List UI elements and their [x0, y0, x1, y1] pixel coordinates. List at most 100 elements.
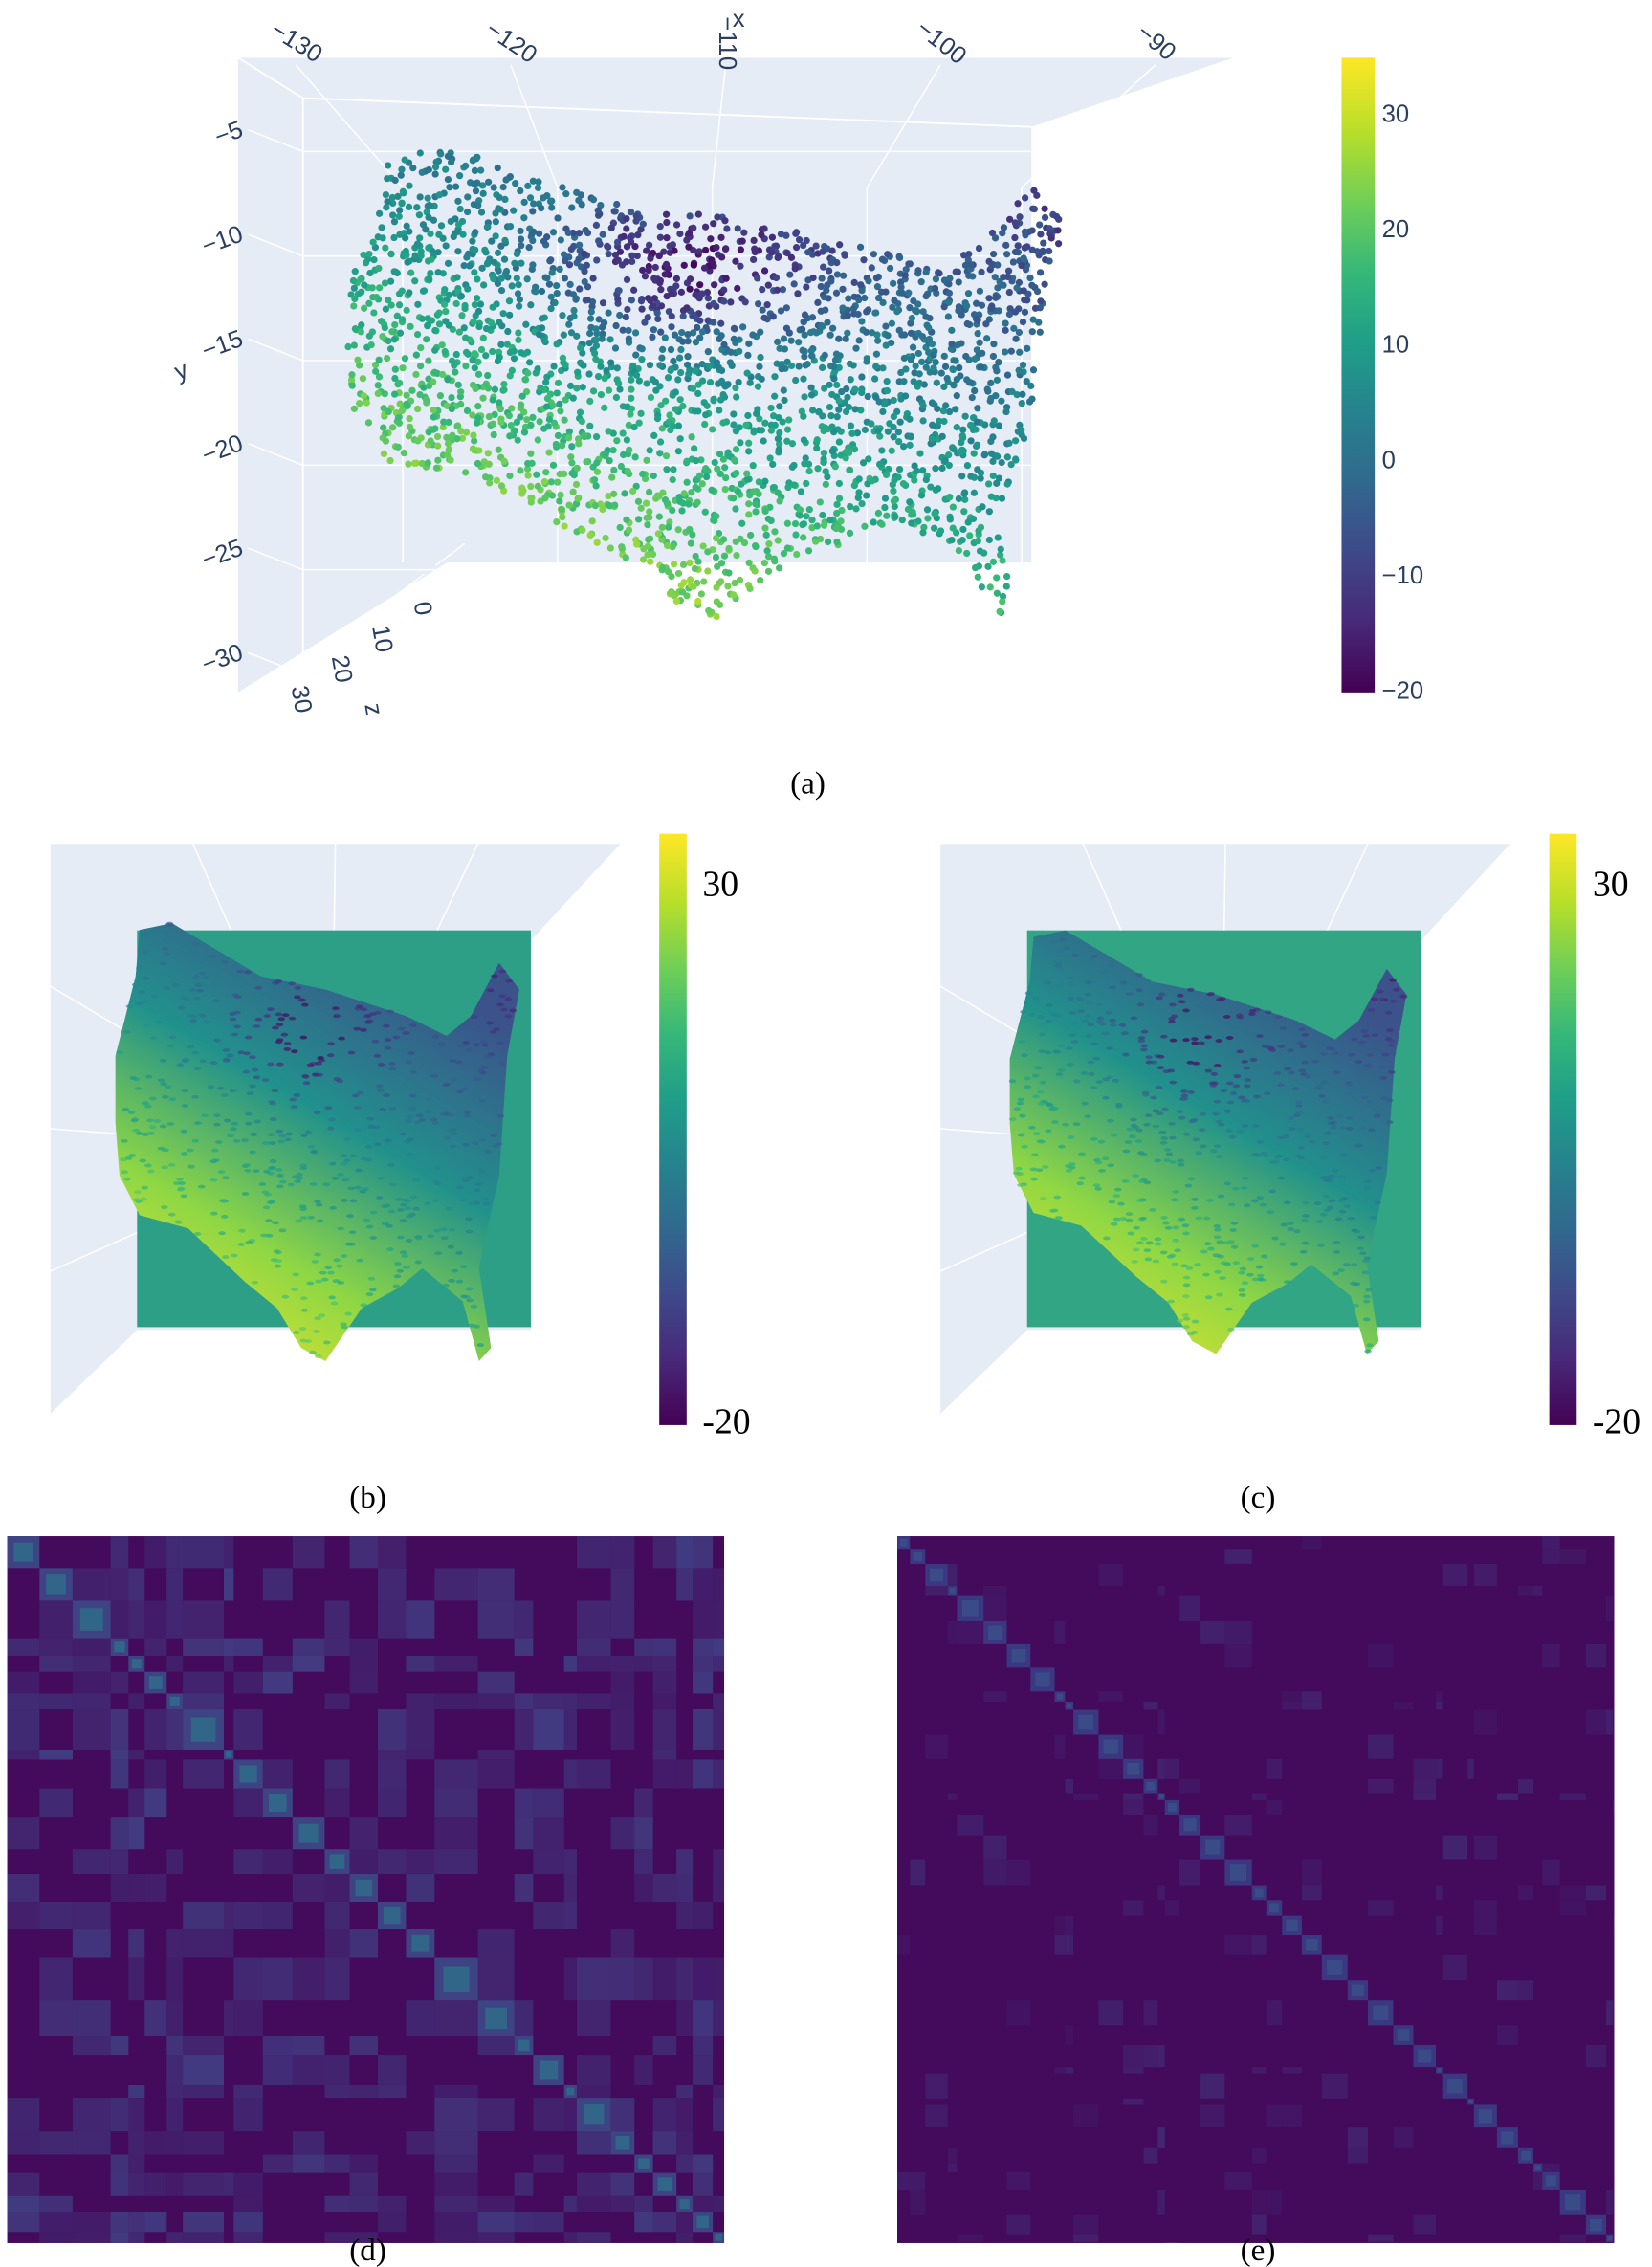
- off-diagonal-block: [1251, 1793, 1267, 1800]
- scatter-point: [881, 495, 890, 502]
- scatter-point: [692, 552, 699, 561]
- off-diagonal-block: [434, 2000, 478, 2036]
- scatter-point: [514, 290, 522, 297]
- surface-bump: [1020, 1009, 1027, 1014]
- surface-bump: [1248, 1012, 1256, 1017]
- surface-bump: [1110, 1023, 1117, 1027]
- scatter-point: [701, 508, 709, 516]
- surface-bump: [416, 1113, 424, 1118]
- scatter-point: [490, 184, 497, 191]
- scatter-point: [818, 423, 826, 430]
- surface-bump: [1152, 1259, 1160, 1264]
- surface-bump: [1301, 1241, 1310, 1245]
- scatter-point: [705, 606, 713, 615]
- surface-bump: [230, 1127, 237, 1132]
- surface-bump: [353, 1026, 362, 1031]
- surface-bump: [1333, 1241, 1341, 1244]
- off-diagonal-block: [1585, 1709, 1607, 1735]
- scatter-point: [730, 456, 738, 464]
- scatter-point: [647, 393, 655, 402]
- surface-bump: [356, 1004, 363, 1009]
- scatter-point: [370, 255, 378, 264]
- surface-bump: [164, 1085, 172, 1089]
- surface-bump: [1241, 1059, 1248, 1064]
- scatter-point: [764, 281, 772, 289]
- surface-bump: [1353, 1282, 1361, 1287]
- scatter-point: [629, 362, 637, 370]
- off-diagonal-block: [713, 1873, 725, 1903]
- scatter-point: [994, 452, 1002, 460]
- off-diagonal-block: [610, 2195, 635, 2212]
- scatter-point: [508, 405, 516, 412]
- scatter-point: [624, 305, 631, 314]
- scatter-point: [890, 497, 897, 505]
- scatter-point: [497, 418, 505, 427]
- off-diagonal-block: [406, 2000, 435, 2036]
- diagonal-core: [1501, 2131, 1514, 2145]
- off-diagonal-block: [610, 2172, 635, 2196]
- scatter-point: [669, 543, 676, 551]
- scatter-point: [678, 328, 686, 337]
- off-diagonal-block: [676, 1759, 694, 1789]
- surface-bump: [461, 1087, 470, 1091]
- scatter-point: [474, 153, 481, 161]
- off-diagonal-block: [377, 1759, 407, 1789]
- scatter-point: [994, 284, 1002, 292]
- off-diagonal-block: [434, 2131, 478, 2155]
- scatter-point: [833, 538, 841, 546]
- scatter-point: [647, 254, 654, 262]
- scatter-point: [979, 503, 986, 511]
- surface-bump: [1046, 1019, 1053, 1023]
- scatter-point: [691, 407, 699, 415]
- surface-bump: [1251, 1124, 1260, 1128]
- off-diagonal-block: [324, 2154, 350, 2173]
- scatter-point: [562, 361, 569, 369]
- scatter-point: [973, 299, 980, 307]
- off-diagonal-block: [144, 2212, 167, 2233]
- scatter-point: [578, 417, 585, 426]
- scatter-point: [469, 445, 477, 452]
- surface-bump: [376, 1084, 384, 1089]
- surface-bump: [1327, 1116, 1334, 1120]
- off-diagonal-block: [1065, 1915, 1074, 1936]
- surface-bump: [1356, 1246, 1365, 1251]
- surface-bump: [1053, 1049, 1062, 1054]
- surface-bump: [237, 1050, 245, 1055]
- scatter-point: [614, 296, 622, 303]
- surface-bump: [1062, 1122, 1069, 1127]
- scatter-point: [657, 328, 665, 336]
- scatter-point: [852, 505, 860, 513]
- off-diagonal-block: [128, 2154, 145, 2173]
- off-diagonal-block: [349, 2036, 378, 2056]
- scatter-point: [800, 436, 808, 444]
- off-diagonal-block: [1224, 1935, 1252, 1955]
- surface-bump: [1217, 1254, 1224, 1259]
- scatter-point: [534, 436, 541, 444]
- surface-bump: [394, 1262, 402, 1266]
- surface-bump: [1112, 1217, 1121, 1222]
- scatter-point: [645, 266, 652, 275]
- scatter-point: [994, 534, 1002, 541]
- scatter-point: [708, 486, 716, 494]
- surface-bump: [406, 1152, 413, 1156]
- scatter-point: [999, 557, 1006, 564]
- scatter-point: [736, 424, 743, 431]
- scatter-point: [595, 316, 603, 323]
- off-diagonal-block: [1006, 2171, 1031, 2190]
- surface-bump: [1182, 1231, 1190, 1236]
- scatter-point: [826, 331, 834, 339]
- surface-bump: [1045, 1102, 1053, 1107]
- scatter-point: [369, 238, 377, 246]
- scatter-point: [605, 250, 612, 258]
- scatter-point: [771, 558, 779, 565]
- surface-bump: [348, 1242, 356, 1246]
- scatter-point: [728, 362, 736, 370]
- scatter-point: [732, 384, 739, 392]
- scatter-point: [706, 363, 714, 370]
- surface-bump: [360, 1028, 367, 1032]
- scatter-point: [999, 230, 1006, 237]
- scatter-point: [1002, 241, 1010, 249]
- surface-bump: [1143, 1180, 1152, 1185]
- scatter-point: [945, 407, 954, 416]
- surface-bump: [176, 1177, 184, 1181]
